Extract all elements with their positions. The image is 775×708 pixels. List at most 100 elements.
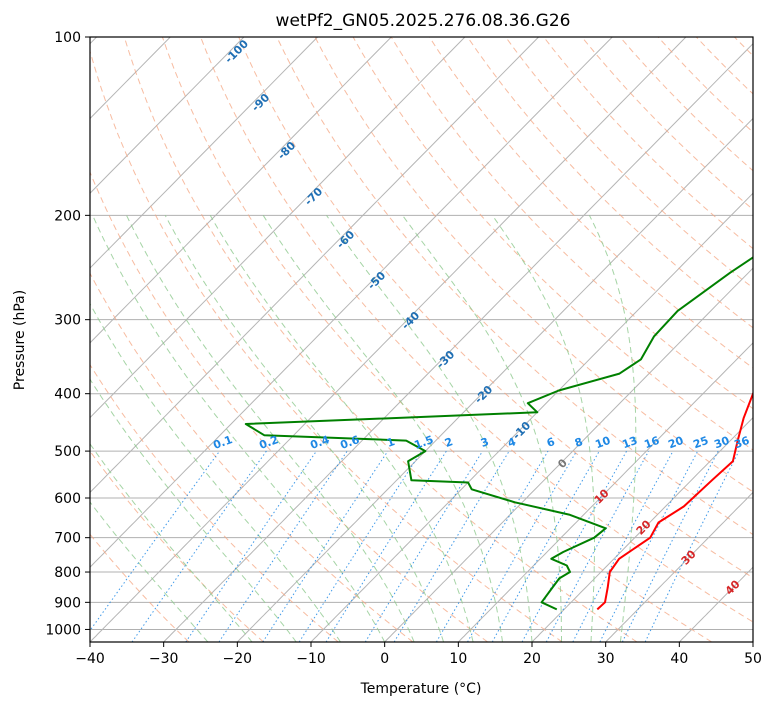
moist-adiabat-line [588, 215, 637, 642]
mixing-ratio-label: 0.1 [211, 433, 234, 452]
isotherm-line [457, 342, 753, 642]
grid-layer [90, 37, 753, 642]
dewpoint-line [244, 256, 753, 611]
x-axis-ticks: −40 −30 −20 −10 0 10 20 30 40 50 [75, 642, 762, 667]
y-tick-label: 700 [54, 531, 81, 547]
y-axis-ticks: 100 200 300 400 500 600 700 800 900 1000 [45, 30, 90, 638]
mixing-ratio-label: 25 [691, 434, 710, 451]
mixing-ratio-label: 20 [666, 434, 685, 452]
series-layer [244, 256, 753, 611]
dry-adiabat-line [390, 37, 753, 410]
mixing-ratio-label: 4 [506, 435, 518, 450]
y-tick-label: 800 [54, 565, 81, 581]
isotherm-line [90, 37, 466, 419]
y-tick-label: 900 [54, 595, 81, 611]
moist-adiabat-line [326, 215, 533, 642]
mixing-ratio-label: 2 [443, 435, 455, 450]
y-tick-label: 500 [54, 444, 81, 460]
x-tick-label: 30 [597, 651, 615, 667]
isotherm-line [752, 641, 753, 642]
dry-adiabat-line [90, 450, 264, 642]
mixing-ratio-line [364, 450, 484, 642]
x-tick-label: 0 [380, 651, 389, 667]
mixing-ratio-label: 0.6 [338, 433, 361, 452]
x-axis-label: Temperature (°C) [360, 681, 482, 697]
moist-adiabat-line [402, 215, 562, 642]
mixing-ratio-label: 1.5 [412, 433, 435, 452]
mixing-ratio-line [491, 450, 600, 642]
isotherm-line [310, 192, 753, 642]
isotherm-line [90, 37, 539, 494]
mixing-ratio-label: 1 [385, 435, 397, 450]
x-tick-label: 10 [449, 651, 467, 667]
mixing-ratio-label: 6 [545, 435, 557, 450]
plot-frame [89, 36, 754, 643]
x-tick-label: 20 [523, 651, 541, 667]
isotherm-line [605, 491, 753, 642]
moist-adiabat-line [90, 378, 297, 642]
x-tick-label: 50 [744, 651, 762, 667]
mixing-ratio-line [262, 450, 389, 642]
moist-adiabat-line [90, 442, 253, 642]
mixing-ratio-line [298, 450, 423, 642]
dry-adiabat-line [200, 37, 753, 623]
isotherm-line [531, 416, 753, 642]
mixing-ratio-line [545, 450, 650, 642]
mixing-ratio-line [599, 450, 699, 642]
dry-adiabat-line [276, 37, 753, 536]
mixing-ratio-label: 0.2 [257, 433, 280, 452]
mixing-ratio-label: 30 [712, 434, 731, 452]
y-tick-label: 300 [54, 313, 81, 329]
moist-adiabat-line [92, 215, 386, 642]
isotherm-line [90, 37, 687, 642]
mixing-ratio-line [90, 450, 221, 632]
y-tick-label: 100 [54, 30, 81, 46]
dry-adiabat-line [314, 37, 753, 493]
y-tick-label: 600 [54, 491, 81, 507]
x-tick-label: −20 [223, 651, 253, 667]
mixing-ratio-line [185, 450, 317, 642]
dry-adiabat-line [90, 363, 339, 642]
chart-title: wetPf2_GN05.2025.276.08.36.G26 [276, 11, 571, 31]
isotherm-line [90, 37, 392, 344]
isotherm-line [236, 117, 753, 642]
mixing-ratio-label: 0.4 [308, 433, 331, 452]
mixing-ratio-label: 10 [593, 434, 612, 452]
mixing-ratio-line [393, 450, 510, 642]
mixing-ratio-line [644, 450, 740, 642]
y-tick-label: 400 [54, 387, 81, 403]
mixing-ratio-label: 16 [642, 434, 661, 452]
y-tick-label: 200 [54, 208, 81, 224]
dry-adiabat-line [238, 37, 753, 579]
moist-adiabat-line [491, 215, 595, 642]
x-tick-label: −30 [149, 651, 179, 667]
dry-adiabat-line [90, 170, 488, 642]
isotherm-line [678, 566, 753, 642]
dry-adiabat-line [352, 37, 753, 451]
mixing-ratio-label: 3 [479, 435, 491, 450]
mixing-ratio-line [325, 450, 447, 642]
mixing-ratio-label: 13 [620, 434, 639, 451]
moist-adiabat-line [90, 302, 341, 642]
x-tick-label: −40 [75, 651, 105, 667]
dry-adiabat-line [90, 272, 414, 642]
moist-adiabat-line [209, 215, 474, 642]
moist-adiabat-line [126, 215, 415, 642]
x-tick-label: 40 [670, 651, 688, 667]
y-tick-label: 1000 [45, 622, 81, 638]
y-axis-label: Pressure (hPa) [12, 290, 28, 390]
moist-adiabat-line [164, 215, 445, 642]
moist-adiabat-line [90, 501, 209, 642]
mixing-ratio-label: 8 [573, 435, 585, 450]
x-tick-label: −10 [296, 651, 326, 667]
dry-adiabat-line [90, 49, 563, 642]
temperature-line [596, 391, 753, 611]
mixing-ratio-line [131, 450, 267, 642]
plot-background [90, 37, 753, 642]
mixing-ratio-label: 36 [732, 434, 751, 452]
moist-adiabat-line [262, 215, 503, 642]
mixing-ratio-line [218, 450, 348, 642]
dry-adiabat-line [123, 37, 638, 642]
isotherm-line [163, 42, 753, 642]
